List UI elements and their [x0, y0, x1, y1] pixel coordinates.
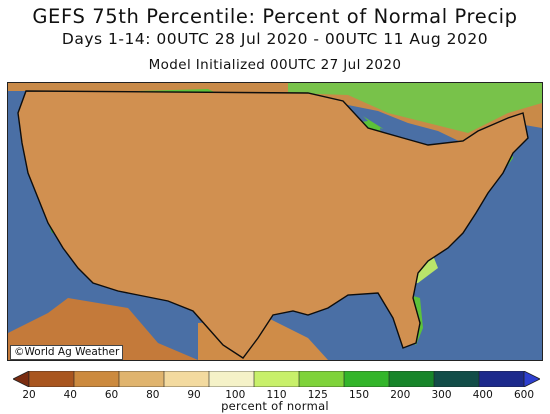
legend-tick-label: 200 [390, 389, 411, 401]
legend-tick-label: 600 [513, 389, 535, 401]
precip-map [7, 82, 543, 361]
legend-swatch [388, 371, 435, 387]
legend-tick-label: 150 [348, 389, 370, 401]
canada-green [288, 83, 542, 133]
legend-swatch [163, 371, 210, 387]
map-canvas [8, 83, 542, 360]
legend-tick-label: 80 [146, 389, 160, 401]
legend-swatch [28, 371, 75, 387]
mexico-land [8, 298, 198, 360]
legend-tick-label: 125 [307, 389, 328, 401]
color-legend [13, 371, 540, 387]
legend-arrow-low [13, 371, 30, 387]
forecast-period-subtitle: Days 1-14: 00UTC 28 Jul 2020 - 00UTC 11 … [61, 30, 489, 48]
legend-swatch [298, 371, 345, 387]
legend-tick-label: 300 [431, 389, 452, 401]
legend-tick-label: 90 [187, 389, 201, 401]
legend-swatch [208, 371, 255, 387]
legend-label: percent of normal [221, 399, 329, 413]
copyright-credit: ©World Ag Weather [10, 345, 124, 360]
legend-tick-label: 110 [266, 389, 287, 401]
legend-tick-label: 40 [63, 389, 77, 401]
model-init-subtitle: Model Initialized 00UTC 27 Jul 2020 [148, 57, 402, 73]
legend-arrow-high [523, 371, 540, 387]
legend-swatch [118, 371, 165, 387]
legend-swatch [343, 371, 390, 387]
legend-tick-label: 60 [104, 389, 119, 401]
legend-swatch [478, 371, 525, 387]
map-title: GEFS 75th Percentile: Percent of Normal … [32, 5, 518, 28]
legend-ticks: 20 40 60 80 90 100 110 125 150 200 300 400 600 [0, 389, 550, 401]
legend-swatch [253, 371, 300, 387]
legend-tick-label: 20 [22, 389, 36, 401]
legend-swatch [73, 371, 120, 387]
legend-tick-label: 100 [225, 389, 246, 401]
legend-swatch [433, 371, 480, 387]
legend-tick-label: 400 [472, 389, 493, 401]
